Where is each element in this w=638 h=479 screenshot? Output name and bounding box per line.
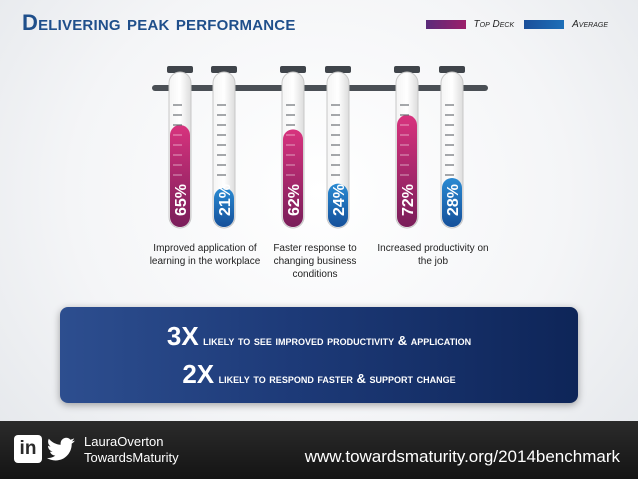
legend: Top Deck Average	[425, 19, 608, 30]
banner-multiplier-3x: 3X	[166, 321, 199, 351]
tube-rack-rod	[152, 85, 488, 91]
legend-label-top-deck: Top Deck	[473, 19, 515, 30]
caption-faster-response: Faster response to changing business con…	[273, 243, 357, 280]
test-tube-average-1	[212, 71, 236, 229]
tube-cap-average-1	[211, 66, 237, 73]
caption-increased-productivity: Increased productivity on the job	[377, 243, 489, 267]
banner-line-change: 2X likely to respond faster & support ch…	[60, 359, 578, 390]
banner-line-productivity: 3X likely to see improved productivity &…	[60, 321, 578, 352]
caption-improved-application: Improved application of learning in the …	[149, 243, 261, 267]
legend-swatch-average	[524, 20, 565, 29]
tube-cap-top-deck-2	[280, 66, 306, 73]
tube-cap-top-deck-1	[167, 66, 193, 73]
bar-average-3	[442, 177, 462, 227]
summary-banner: 3X likely to see improved productivity &…	[60, 307, 578, 403]
bar-average-1	[214, 187, 234, 227]
footer-bar: in LauraOverton TowardsMaturity www.towa…	[0, 421, 638, 479]
value-label-average-3: 28%	[445, 184, 462, 216]
bar-top-deck-2	[283, 129, 303, 227]
legend-item-average: Average	[524, 19, 608, 30]
bar-average-2	[328, 183, 348, 227]
bar-top-deck-3	[397, 115, 417, 227]
footer-url[interactable]: www.towardsmaturity.org/2014benchmark	[304, 447, 620, 466]
tube-cap-top-deck-3	[394, 66, 420, 73]
value-label-average-1: 21%	[217, 184, 234, 216]
banner-multiplier-2x: 2X	[182, 359, 215, 389]
banner-text-change: likely to respond faster & support chang…	[218, 371, 456, 386]
value-label-average-2: 24%	[331, 184, 348, 216]
value-label-top-deck-2: 62%	[286, 184, 303, 216]
tube-cap-average-2	[325, 66, 351, 73]
twitter-icon[interactable]	[46, 435, 76, 463]
banner-text-productivity: likely to see improved productivity & ap…	[203, 333, 472, 348]
value-label-top-deck-1: 65%	[173, 184, 190, 216]
legend-item-top-deck: Top Deck	[425, 19, 515, 30]
test-tube-chart: 65% 21% 62% 24% 72% 28%	[152, 66, 488, 229]
footer-names: LauraOverton TowardsMaturity	[84, 434, 179, 466]
legend-label-average: Average	[572, 19, 608, 30]
footer-name-laura: LauraOverton	[84, 434, 164, 449]
tube-cap-average-3	[439, 66, 465, 73]
footer-name-towards-maturity: TowardsMaturity	[84, 450, 179, 465]
value-label-top-deck-3: 72%	[400, 184, 417, 216]
bar-top-deck-1	[170, 125, 190, 227]
page-title: Delivering peak performance	[22, 10, 296, 35]
linkedin-icon[interactable]: in	[14, 435, 42, 463]
legend-swatch-top-deck	[425, 20, 466, 29]
